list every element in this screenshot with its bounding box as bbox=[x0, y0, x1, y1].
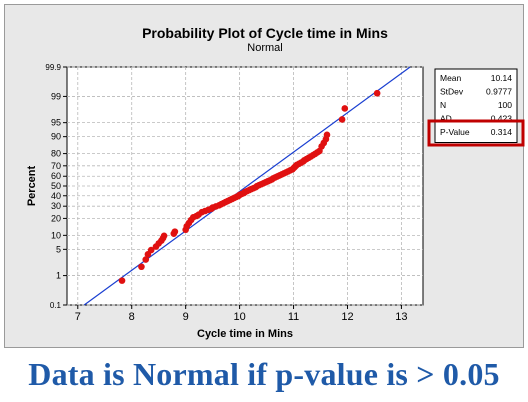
data-point bbox=[341, 105, 349, 112]
stats-label: Mean bbox=[440, 73, 462, 83]
data-point bbox=[373, 89, 381, 97]
y-axis-label: Percent bbox=[26, 165, 38, 206]
x-tick-label: 7 bbox=[75, 311, 81, 323]
y-tick-label: 80 bbox=[51, 149, 61, 159]
stats-label: N bbox=[440, 100, 446, 110]
data-points-layer bbox=[118, 89, 381, 284]
y-tick-label: 0.1 bbox=[50, 301, 62, 310]
probability-plot-figure: Probability Plot of Cycle time in Mins N… bbox=[4, 4, 525, 348]
y-tick-label: 20 bbox=[51, 213, 61, 223]
stats-table bbox=[434, 68, 518, 143]
stats-value: 10.14 bbox=[491, 73, 513, 83]
grid-layer bbox=[67, 66, 423, 306]
y-tick-label: 1 bbox=[56, 271, 61, 281]
data-point bbox=[118, 277, 126, 284]
y-tick-label: 10 bbox=[51, 230, 61, 240]
stats-value: 0.9777 bbox=[486, 87, 512, 97]
data-point bbox=[323, 131, 331, 139]
data-point bbox=[160, 232, 168, 240]
p-value-highlight bbox=[427, 119, 525, 147]
caption: Data is Normal if p-value is > 0.05 bbox=[28, 356, 500, 392]
data-point bbox=[338, 116, 346, 123]
stats-value: 0.423 bbox=[491, 114, 513, 124]
y-tick-label: 60 bbox=[51, 171, 61, 181]
stats-label: P-Value bbox=[440, 127, 470, 137]
x-axis-label: Cycle time in Mins bbox=[197, 328, 293, 340]
chart-title: Probability Plot of Cycle time in Mins bbox=[142, 25, 388, 41]
x-tick-label: 9 bbox=[183, 311, 189, 323]
y-tick-label: 5 bbox=[56, 244, 61, 254]
y-tick-label: 30 bbox=[51, 201, 61, 211]
x-tick-label: 11 bbox=[288, 311, 299, 323]
y-tick-label: 95 bbox=[51, 118, 61, 128]
data-point bbox=[171, 228, 179, 235]
x-tick-label: 8 bbox=[129, 311, 135, 323]
y-tick-label: 99.9 bbox=[45, 63, 61, 72]
y-tick-label: 40 bbox=[51, 191, 61, 201]
stats-value: 0.314 bbox=[491, 127, 513, 137]
data-point bbox=[142, 256, 150, 263]
x-tick-label: 10 bbox=[233, 311, 245, 323]
stats-label: AD bbox=[440, 114, 452, 124]
data-point bbox=[147, 246, 155, 254]
x-tick-label: 12 bbox=[341, 311, 353, 323]
y-tick-label: 90 bbox=[51, 132, 61, 142]
probability-plot: Probability Plot of Cycle time in Mins N… bbox=[26, 25, 525, 340]
stats-value: 100 bbox=[498, 100, 512, 110]
data-point bbox=[138, 263, 145, 271]
y-tick-label: 99 bbox=[51, 91, 61, 101]
y-tick-label: 70 bbox=[51, 161, 61, 171]
stats-box: Mean 10.14 StDev 0.9777 N 100 AD 0.423 P-Value 0.… bbox=[427, 68, 525, 147]
chart-subtitle: Normal bbox=[247, 42, 282, 54]
x-tick-label: 13 bbox=[395, 311, 407, 323]
y-tick-label: 50 bbox=[51, 181, 61, 191]
stats-label: StDev bbox=[440, 87, 464, 97]
